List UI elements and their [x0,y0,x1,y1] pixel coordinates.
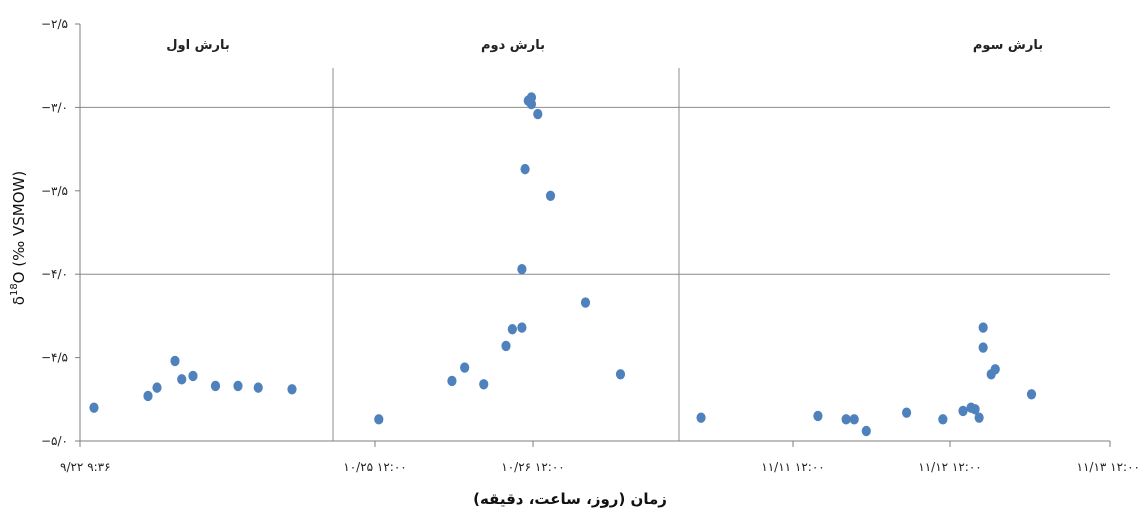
axis-layer [75,23,1111,447]
data-point [479,379,489,390]
data-point [1026,389,1037,400]
x-tick-label: ۱۰/۲۶ ۱۲:۰۰ [501,460,564,474]
data-point [89,402,99,413]
data-point [517,263,527,275]
data-point [177,374,187,385]
y-tick-label: −۴/۵ [41,351,68,365]
data-point [696,412,706,423]
data-point [615,369,626,380]
data-point [253,382,263,393]
y-axis-title: δ18O (‰ VSMOW) [9,171,28,305]
data-point [170,355,180,367]
data-point [813,410,823,422]
y-tick-label: −۴/۰ [41,267,68,281]
data-point [938,414,948,425]
data-point [841,414,851,425]
y-tick-label: −۵/۰ [41,434,68,448]
segment-titles: بارش اول بارش دوم بارش سوم [166,38,1043,53]
y-axis-title-superscript: 18 [9,283,20,296]
data-point [143,390,153,402]
x-tick-label: ۹/۲۲ ۹:۳۶ [60,460,111,474]
y-axis-title-delta: δ [10,296,28,305]
segment-title: بارش اول [166,38,230,53]
segment-title: بارش سوم [973,38,1043,53]
data-point [374,414,384,425]
segment-title: بارش دوم [481,38,545,53]
x-tick-label: ۱۱/۱۱ ۱۲:۰۰ [761,460,824,474]
data-point [978,342,988,353]
y-axis-title-rest: O (‰ VSMOW) [10,171,28,284]
data-point [978,322,988,333]
grid-layer [80,68,1110,441]
data-point [849,414,859,425]
x-axis-title: زمان (روز، ساعت، دقیقه) [473,490,667,508]
data-point [970,404,980,415]
data-point [287,384,297,395]
data-point [526,92,537,103]
data-point [990,364,1000,375]
data-point [901,407,912,418]
data-point [974,412,984,423]
data-point [958,405,968,417]
data-point [545,190,556,202]
data-points [89,92,1037,437]
x-tick-label: ۱۰/۲۵ ۱۲:۰۰ [343,460,406,474]
data-point [188,370,198,382]
data-point [501,340,511,352]
data-point [520,163,530,175]
data-point [517,322,527,333]
tick-labels: −۲/۵ −۳/۰ −۳/۵ −۴/۰ −۴/۵ −۵/۰ ۹/۲۲ ۹:۳۶ ۱۰/۲۵ ۱… [41,17,1140,474]
x-tick-label: ۱۱/۱۲ ۱۲:۰۰ [918,460,981,474]
data-point [580,297,591,308]
data-point [533,108,543,120]
data-point [460,362,470,373]
data-point [861,425,871,437]
y-tick-label: −۲/۵ [41,17,68,31]
y-tick-label: −۳/۰ [41,100,68,114]
data-point [210,380,221,392]
data-point [507,324,517,335]
data-point [233,380,243,392]
data-point [447,375,457,387]
x-tick-label: ۱۱/۱۳ ۱۲:۰۰ [1077,460,1140,474]
y-tick-label: −۳/۵ [41,184,68,198]
data-point [152,382,162,393]
